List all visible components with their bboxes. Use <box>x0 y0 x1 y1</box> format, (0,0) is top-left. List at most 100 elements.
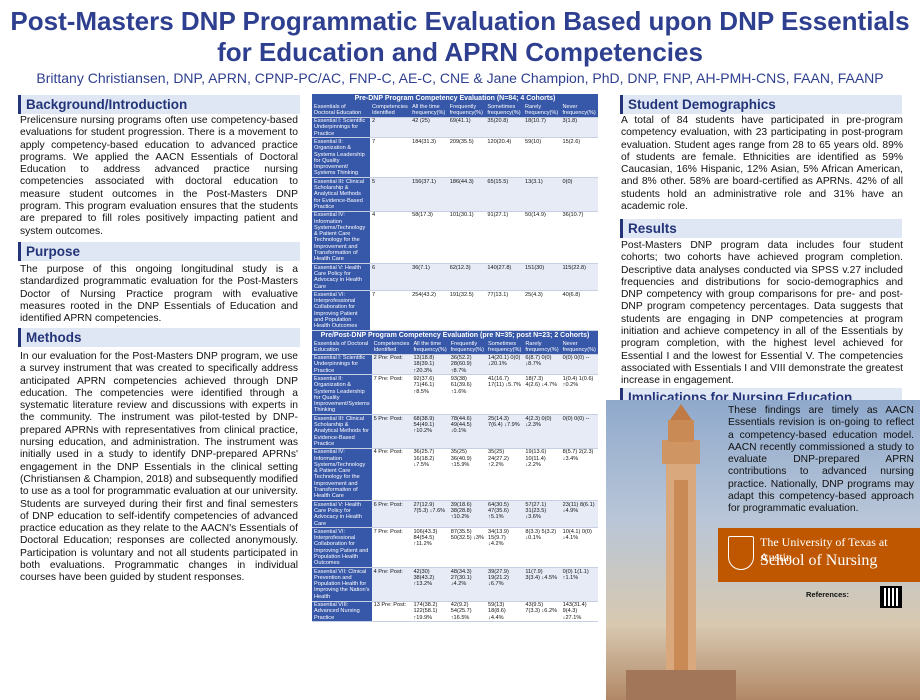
table-cell: 186(44.3) <box>447 177 486 212</box>
table-cell: 10(4.1) 0(0) ↓4.1% <box>560 527 598 569</box>
table-cell: 0(0) <box>560 177 598 212</box>
table-cell: 11(7.9) 3(3.4) ↓4.5% <box>523 567 561 602</box>
table-cell: Essential V: Health Care Policy for Advo… <box>312 263 370 292</box>
table-cell: 57(27.1) 31(23.5) ↓3.6% <box>523 500 561 529</box>
table-cell: 35(20.8) <box>485 117 523 139</box>
table-cell: Essential I: Scientific Underpinnings fo… <box>312 117 370 139</box>
ut-seal-icon <box>728 536 754 570</box>
table-row: Essential V: Health Care Policy for Advo… <box>312 500 598 529</box>
table-cell: 93(38) 61(39.6) ↑1.6% <box>448 374 487 416</box>
table-cell: 92(37.6) 71(46.1) ↑8.5% <box>411 374 449 416</box>
table-cell: 191(32.5) <box>447 290 486 332</box>
purpose-text: The purpose of this ongoing longitudinal… <box>20 264 298 325</box>
table-cell: 40(6.8) <box>560 290 598 332</box>
table-cell: 34(13.9) 15(9.7) ↓4.2% <box>486 527 524 569</box>
table-cell: 254(43.2) <box>410 290 448 332</box>
table-cell: 4 Pre: Post: <box>371 448 412 502</box>
results-text: Post-Masters DNP program data includes f… <box>621 240 903 387</box>
table-row: Essential III: Clinical Scholarship & An… <box>312 414 598 449</box>
table-cell: 58(17.3) <box>410 211 448 265</box>
table-cell: 36(7.1) <box>410 263 448 292</box>
table-cell: 4(2.3) 0(0) ↓2.3% <box>523 414 561 449</box>
table-cell: Essential I: Scientific Underpinnings fo… <box>312 354 372 376</box>
table-cell: 42 (25) <box>410 117 448 139</box>
table-header: All the time frequency(%) <box>410 103 448 118</box>
table-cell: 35(25) 24(27.2) ↑2.2% <box>486 448 524 502</box>
qr-code-icon[interactable] <box>880 586 902 608</box>
poster-title: Post-Masters DNP Programmatic Evaluation… <box>10 6 910 67</box>
purpose-heading: Purpose <box>18 242 300 261</box>
table-cell: 120(20.4) <box>485 137 523 179</box>
table-cell: 14(20.1) 0(0) ↓20.1% <box>486 354 524 376</box>
table-cell: 6 Pre: Post: <box>371 500 412 529</box>
table-header: Sometimes frequency(%) <box>486 340 524 355</box>
table-cell: 91(27.1) <box>485 211 523 265</box>
table-row: Essential III: Clinical Scholarship & An… <box>312 177 598 212</box>
table-cell: Essential III: Clinical Scholarship & An… <box>312 414 372 449</box>
table-cell: 143(31.4) 9(4.3) ↓27.1% <box>560 601 598 623</box>
table-cell: 78(44.6) 49(44.5) ↓0.1% <box>448 414 487 449</box>
pre-post-table: Pre/Post-DNP Program Competency Evaluati… <box>312 331 598 623</box>
table-cell: 77(13.1) <box>485 290 523 332</box>
table-cell: 36(10.7) <box>560 211 598 265</box>
table-cell: Essential II: Organization & Systems Lea… <box>312 374 372 416</box>
table-header: Never frequency(%) <box>560 340 598 355</box>
table-cell: 59(10) <box>522 137 561 179</box>
table-cell: Essential III: Clinical Scholarship & An… <box>312 177 370 212</box>
table2: Essentials of Doctoral Education Competen… <box>312 340 598 623</box>
table-cell: 106(43.3) 84(54.5) ↑11.2% <box>411 527 449 569</box>
table-header: Essentials of Doctoral Education <box>312 340 372 355</box>
table-cell: 62(12.3) <box>447 263 486 292</box>
table-cell: 156(37.1) <box>410 177 448 212</box>
table-cell: 6(8.7) 0(0) ↓8.7% <box>523 354 561 376</box>
table-header: Rarely frequency(%) <box>523 340 561 355</box>
table-cell: 151(30) <box>522 263 561 292</box>
table-cell: Essential VI: Interprofessional Collabor… <box>312 527 372 569</box>
table-cell: 0(0) 0(0) -- <box>560 414 598 449</box>
poster-authors: Brittany Christiansen, DNP, APRN, CPNP-P… <box>36 70 884 86</box>
table-cell: 7 <box>370 290 411 332</box>
table-cell: 115(22.8) <box>560 263 598 292</box>
table-cell: Essential VI: Interprofessional Collabor… <box>312 290 370 332</box>
table-cell: 5 <box>370 177 411 212</box>
table-cell: 4 <box>370 211 411 265</box>
table-cell: Essential II: Organization & Systems Lea… <box>312 137 370 179</box>
table-header: Competencies Identified <box>371 340 412 355</box>
table-cell: 25(14.3) 7(6.4) ↓7.9% <box>486 414 524 449</box>
table1-title: Pre-DNP Program Competency Evaluation (N… <box>312 94 598 103</box>
methods-text: In our evaluation for the Post-Masters D… <box>20 351 298 584</box>
table-cell: 0(0) 0(0) -- <box>560 354 598 376</box>
table-cell: 101(30.1) <box>447 211 486 265</box>
table-cell: 140(27.8) <box>485 263 523 292</box>
table-row: Essential II: Organization & Systems Lea… <box>312 374 598 416</box>
table-cell: 13(3.1) <box>522 177 561 212</box>
table-cell: Essential IV: Information Systems/Techno… <box>312 448 372 502</box>
table-cell: 36(52.2) 28(60.9) ↑8.7% <box>448 354 487 376</box>
table2-title: Pre/Post-DNP Program Competency Evaluati… <box>312 331 598 340</box>
background-text: Prelicensure nursing programs often use … <box>20 115 298 237</box>
table-cell: 27(12.9) 7(5.3) ↓7.6% <box>411 500 449 529</box>
table-cell: 35(25) 36(40.9) ↑15.9% <box>448 448 487 502</box>
table-cell: 42(9.2) 54(25.7) ↑16.5% <box>448 601 487 623</box>
table-header: Rarely frequency(%) <box>522 103 561 118</box>
table-cell: 64(30.5) 47(35.6) ↑5.1% <box>486 500 524 529</box>
implications-text: These findings are timely as AACN Essent… <box>728 405 914 515</box>
table-header: Never frequency(%) <box>560 103 598 118</box>
table-cell: 6 <box>370 263 411 292</box>
table-cell: 41(16.7) 17(11) ↓5.7% <box>486 374 524 416</box>
table-row: Essential VIII: Advanced Nursing Practic… <box>312 601 598 623</box>
table-cell: 7 <box>370 137 411 179</box>
ut-tower-icon <box>626 404 736 700</box>
table-cell: 8(5.7) 2(2.3) ↓3.4% <box>560 448 598 502</box>
table-header: Sometimes frequency(%) <box>485 103 523 118</box>
table-cell: 2 <box>370 117 411 139</box>
table-row: Essential VI: Interprofessional Collabor… <box>312 527 598 569</box>
table-row: Essential IV: Information Systems/Techno… <box>312 211 598 265</box>
demographics-heading: Student Demographics <box>620 95 902 114</box>
table-cell: 3(1.8) <box>560 117 598 139</box>
table-cell: 5 Pre: Post: <box>371 414 412 449</box>
table-cell: 19(13.6) 10(11.4) ↓2.2% <box>523 448 561 502</box>
table-cell: 59(13) 18(8.6) ↓4.4% <box>486 601 524 623</box>
table-row: Essential I: Scientific Underpinnings fo… <box>312 117 598 139</box>
table-cell: 25(4.3) <box>522 290 561 332</box>
